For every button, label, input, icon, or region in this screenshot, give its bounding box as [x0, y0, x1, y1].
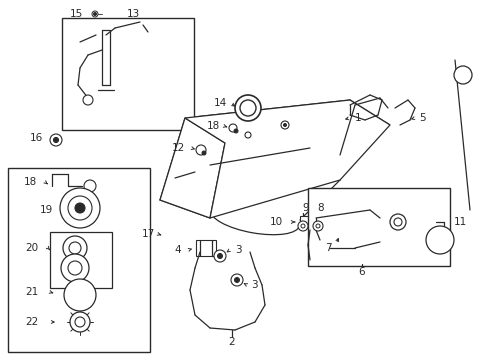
Polygon shape	[160, 118, 224, 218]
Text: 11: 11	[452, 217, 466, 227]
Bar	[196, 240, 216, 256]
Circle shape	[63, 236, 87, 260]
Circle shape	[297, 221, 307, 231]
Circle shape	[53, 138, 59, 143]
Circle shape	[281, 121, 288, 129]
Text: 3: 3	[234, 245, 241, 255]
Circle shape	[214, 250, 225, 262]
Circle shape	[234, 278, 239, 283]
Bar	[62, 18, 194, 130]
Circle shape	[196, 145, 205, 155]
Circle shape	[393, 218, 401, 226]
Text: 16: 16	[29, 133, 42, 143]
Text: 20: 20	[25, 243, 39, 253]
Text: 14: 14	[213, 98, 226, 108]
Text: 8: 8	[317, 203, 324, 213]
Circle shape	[425, 226, 453, 254]
Bar	[299, 216, 311, 228]
Text: 19: 19	[40, 205, 53, 215]
Circle shape	[75, 317, 85, 327]
Text: 18: 18	[23, 177, 37, 187]
Circle shape	[389, 214, 405, 230]
Circle shape	[453, 66, 471, 84]
Bar	[8, 168, 150, 352]
Text: 10: 10	[269, 217, 282, 227]
Bar	[307, 188, 449, 266]
Text: 5: 5	[418, 113, 425, 123]
Circle shape	[315, 224, 319, 228]
Polygon shape	[184, 100, 389, 143]
Circle shape	[217, 253, 222, 258]
Text: 12: 12	[171, 143, 184, 153]
Circle shape	[92, 11, 98, 17]
Text: 6: 6	[358, 267, 365, 277]
Circle shape	[84, 180, 96, 192]
Circle shape	[240, 100, 256, 116]
Circle shape	[64, 279, 96, 311]
Circle shape	[68, 261, 82, 275]
Circle shape	[75, 203, 85, 213]
Text: 18: 18	[206, 121, 219, 131]
Circle shape	[61, 254, 89, 282]
Circle shape	[60, 188, 100, 228]
Text: 1: 1	[354, 113, 361, 123]
Circle shape	[312, 221, 323, 231]
Circle shape	[235, 95, 261, 121]
Circle shape	[230, 274, 243, 286]
Circle shape	[234, 129, 238, 133]
Circle shape	[93, 13, 96, 15]
Text: 13: 13	[126, 9, 140, 19]
Text: 3: 3	[250, 280, 257, 290]
Text: 9: 9	[302, 203, 309, 213]
Text: 2: 2	[228, 337, 235, 347]
Text: 22: 22	[25, 317, 39, 327]
Circle shape	[202, 151, 205, 155]
Circle shape	[283, 123, 286, 126]
Circle shape	[301, 224, 305, 228]
Circle shape	[70, 312, 90, 332]
Circle shape	[69, 242, 81, 254]
Circle shape	[228, 124, 237, 132]
Text: 21: 21	[25, 287, 39, 297]
Text: 7: 7	[324, 243, 331, 253]
Circle shape	[244, 132, 250, 138]
Text: 15: 15	[69, 9, 82, 19]
Text: 17: 17	[141, 229, 154, 239]
Circle shape	[68, 196, 92, 220]
Circle shape	[83, 95, 93, 105]
Text: 4: 4	[174, 245, 181, 255]
Bar	[50, 232, 112, 288]
Circle shape	[50, 134, 62, 146]
Polygon shape	[184, 100, 389, 218]
